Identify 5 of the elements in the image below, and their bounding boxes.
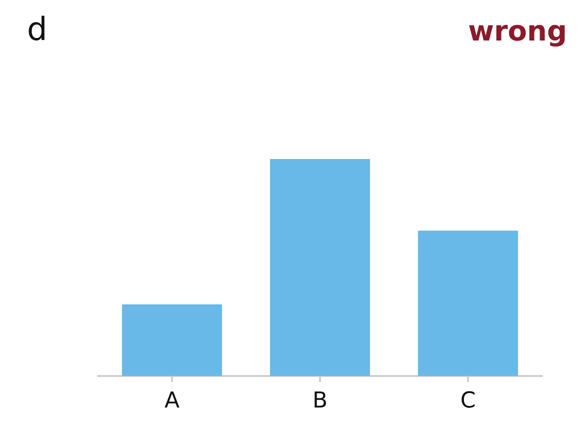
chart-title: d [27, 10, 48, 48]
text: wrong [468, 14, 567, 48]
x-tick-label: C [460, 388, 476, 414]
x-tick-label: A [164, 388, 180, 414]
x-tick-label: B [312, 388, 328, 414]
